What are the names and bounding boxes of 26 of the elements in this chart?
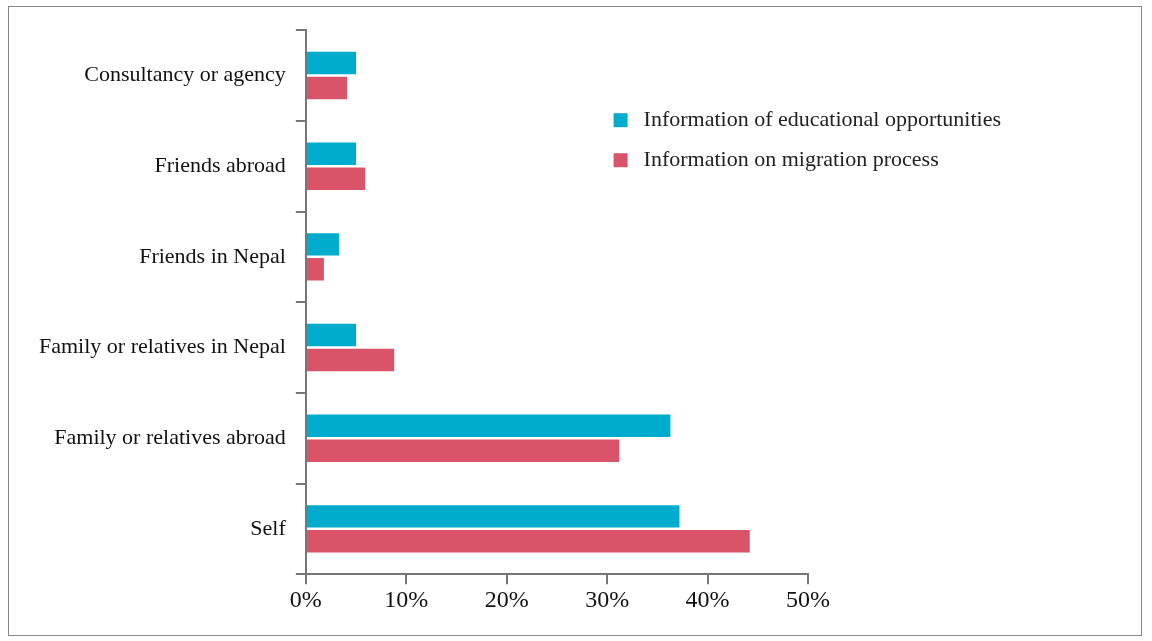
- bar: [306, 233, 339, 256]
- y-tick-label: Self: [250, 514, 287, 540]
- y-tick-label: Family or relatives abroad: [54, 423, 286, 449]
- y-tick-label: Friends abroad: [154, 151, 286, 177]
- x-tick-label: 40%: [685, 585, 730, 612]
- y-tick-label: Family or relatives in Nepal: [39, 333, 286, 359]
- y-tick-label: Consultancy or agency: [84, 61, 286, 87]
- bar: [306, 76, 347, 100]
- legend-label: Information on migration process: [643, 145, 939, 171]
- bar: [306, 439, 620, 462]
- x-tick-label: 30%: [585, 585, 630, 612]
- bar: [306, 530, 750, 553]
- bar: [306, 323, 357, 347]
- bar: [306, 51, 357, 75]
- legend-label: Information of educational opportunities: [643, 105, 1001, 131]
- x-tick-label: 0%: [289, 585, 322, 612]
- y-tick-label: Friends in Nepal: [139, 242, 286, 268]
- x-tick-label: 20%: [484, 585, 529, 612]
- x-tick-label: 10%: [384, 585, 429, 612]
- bar: [306, 505, 680, 528]
- bar: [306, 414, 671, 437]
- bar: [306, 142, 357, 165]
- x-tick-label: 50%: [786, 585, 830, 612]
- bar: [306, 167, 366, 190]
- bar: [306, 258, 324, 281]
- bar: [306, 348, 395, 372]
